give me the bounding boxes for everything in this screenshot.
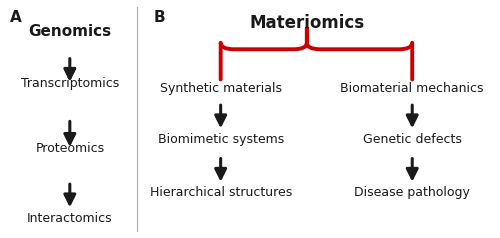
Text: Synthetic materials: Synthetic materials — [160, 82, 282, 95]
Text: Materiomics: Materiomics — [250, 15, 364, 32]
Text: B: B — [154, 10, 166, 25]
Text: Hierarchical structures: Hierarchical structures — [150, 186, 292, 199]
Text: Genomics: Genomics — [28, 24, 112, 39]
Text: Biomimetic systems: Biomimetic systems — [158, 133, 284, 146]
Text: Disease pathology: Disease pathology — [354, 186, 470, 199]
Text: Biomaterial mechanics: Biomaterial mechanics — [340, 82, 484, 95]
Text: Genetic defects: Genetic defects — [363, 133, 462, 146]
Text: A: A — [10, 10, 22, 25]
Text: Transcriptomics: Transcriptomics — [20, 77, 119, 90]
Text: Interactomics: Interactomics — [27, 212, 112, 225]
Text: Proteomics: Proteomics — [36, 142, 104, 155]
